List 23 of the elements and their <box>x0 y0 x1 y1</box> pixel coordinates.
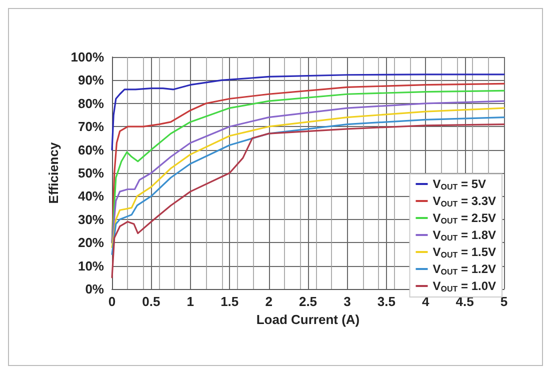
y-tick-label: 90% <box>78 72 104 88</box>
x-tick-label: 3.5 <box>377 294 396 309</box>
y-tick-label: 10% <box>78 258 104 274</box>
x-tick-label: 5 <box>500 294 508 309</box>
y-tick-label: 70% <box>78 119 104 134</box>
y-axis-title: Efficiency <box>46 142 61 204</box>
x-tick-label: 2.5 <box>298 294 318 309</box>
y-tick-label: 0% <box>85 282 104 296</box>
y-tick-label: 50% <box>78 166 104 180</box>
y-tick-label: 30% <box>78 212 104 227</box>
x-tick-label: 2 <box>265 294 272 309</box>
x-tick-label: 4 <box>422 294 430 309</box>
x-tick-label: 0 <box>108 294 116 309</box>
x-axis-title: Load Current (A) <box>256 312 360 327</box>
x-tick-label: 1 <box>186 294 194 309</box>
y-tick-label: 20% <box>78 235 104 250</box>
y-tick-label: 80% <box>78 96 104 111</box>
y-tick-label: 60% <box>78 142 104 158</box>
x-tick-label: 3 <box>344 294 351 309</box>
y-tick-label: 40% <box>78 188 104 204</box>
x-tick-label: 0.5 <box>142 294 160 309</box>
x-tick-label: 1.5 <box>220 294 239 309</box>
y-tick-label: 100% <box>70 50 104 64</box>
